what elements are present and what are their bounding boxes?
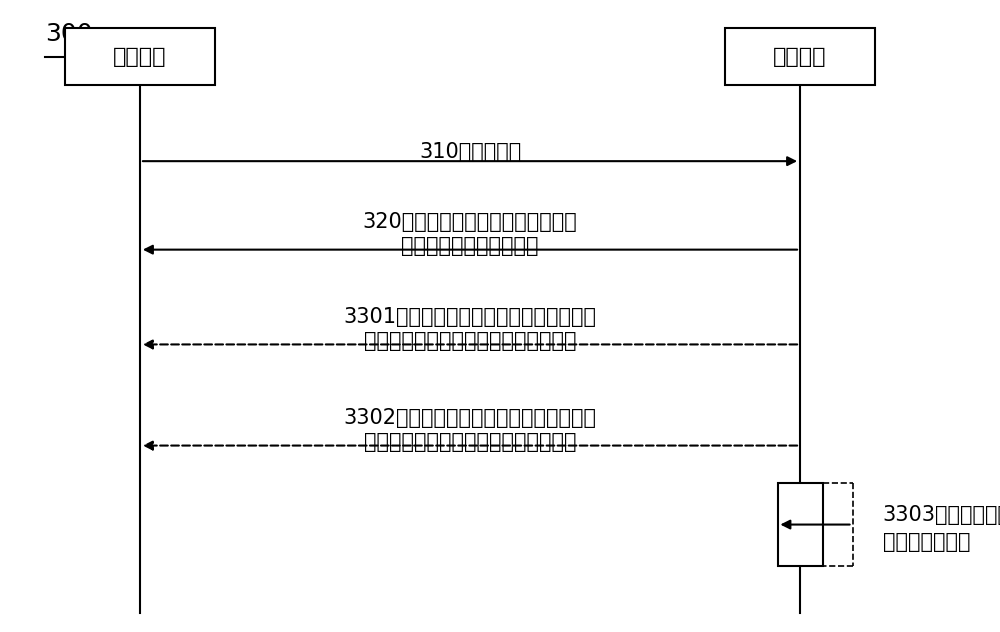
- Text: 网络设备: 网络设备: [113, 47, 167, 67]
- Text: 在第二资源上发送第二信号或第二信道: 在第二资源上发送第二信号或第二信道: [364, 331, 576, 351]
- Text: 在第二资源上发送第二信号或第二信道: 在第二资源上发送第二信号或第二信道: [364, 432, 576, 452]
- Text: 发送第一信号或第一信道: 发送第一信号或第一信道: [401, 236, 539, 256]
- Text: 3303、不发送第二: 3303、不发送第二: [883, 505, 1000, 525]
- Text: 3302、采用第二天线组中的至少部分天线: 3302、采用第二天线组中的至少部分天线: [344, 408, 596, 428]
- Bar: [778, 483, 823, 566]
- Text: 310、第五信息: 310、第五信息: [419, 142, 521, 162]
- Text: 3301、采用第二天线组中的至少部分天线: 3301、采用第二天线组中的至少部分天线: [344, 307, 596, 327]
- Text: 终端设备: 终端设备: [773, 47, 827, 67]
- Bar: [725, 28, 875, 85]
- Text: 信号或第二信道: 信号或第二信道: [883, 532, 970, 552]
- Bar: [65, 28, 215, 85]
- Text: 320、采用第一天线组在第一资源上: 320、采用第一天线组在第一资源上: [363, 212, 577, 232]
- Text: 300: 300: [45, 22, 93, 46]
